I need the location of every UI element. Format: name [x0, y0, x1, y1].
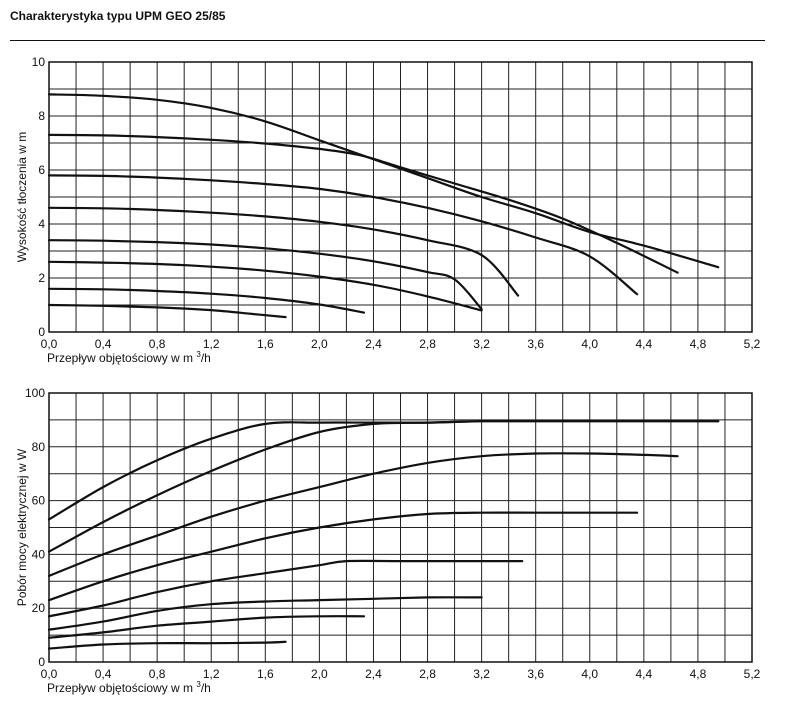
head-x-tick-label: 1,2	[203, 337, 220, 351]
power-x-tick-label: 0,4	[95, 667, 112, 681]
head-y-tick-label: 2	[38, 271, 45, 285]
head-x-tick-label: 4,0	[581, 337, 598, 351]
power-x-tick-label: 1,6	[257, 667, 274, 681]
power-plot-frame	[48, 392, 753, 663]
head-y-tick-label: 4	[38, 217, 45, 231]
head-curve-4	[47, 206, 520, 297]
power-curve-7	[47, 615, 366, 639]
power-y-tick-label: 20	[32, 601, 46, 615]
power-y-tick-label: 100	[25, 386, 45, 400]
head-y-tick-label: 0	[38, 325, 45, 339]
power-x-axis-title: Przepływ objętościowy w m 3/h	[47, 680, 211, 695]
head-curve-3	[47, 174, 639, 296]
head-x-tick-label: 2,4	[365, 337, 382, 351]
head-x-tick-label: 2,0	[311, 337, 328, 351]
head-x-tick-label: 3,2	[473, 337, 490, 351]
power-y-tick-label: 0	[38, 655, 45, 669]
power-curve-2	[47, 420, 720, 553]
power-x-tick-label: 1,2	[203, 667, 220, 681]
head-y-tick-label: 6	[38, 163, 45, 177]
head-y-axis-title: Wysokość tłoczenia w m	[15, 132, 29, 263]
head-plot-frame	[48, 61, 753, 333]
head-curve-6	[47, 260, 483, 312]
power-x-tick-label: 4,8	[690, 667, 707, 681]
power-curve-6	[47, 596, 483, 631]
head-y-tick-label: 10	[32, 55, 46, 69]
power-x-tick-label: 2,0	[311, 667, 328, 681]
chart-page-title: Charakterystyka typu UPM GEO 25/85	[10, 9, 226, 23]
power-curve-1	[47, 420, 720, 521]
power-curve-4	[47, 511, 639, 602]
head-y-tick-label: 8	[38, 109, 45, 123]
power-curve-3	[47, 452, 679, 577]
head-curve-8	[47, 303, 287, 319]
head-x-axis-title: Przepływ objętościowy w m 3/h	[47, 350, 211, 365]
head-x-tick-label: 5,2	[744, 337, 761, 351]
power-curve-5	[47, 559, 524, 618]
power-x-tick-label: 0,8	[149, 667, 166, 681]
power-y-tick-label: 60	[32, 494, 46, 508]
head-x-tick-label: 0,4	[95, 337, 112, 351]
head-curve-7	[47, 287, 366, 314]
power-x-tick-label: 5,2	[744, 667, 761, 681]
head-x-tick-label: 0,8	[149, 337, 166, 351]
head-x-tick-label: 1,6	[257, 337, 274, 351]
title-divider	[10, 40, 765, 41]
head-x-tick-label: 4,8	[690, 337, 707, 351]
head-x-tick-label: 0,0	[41, 337, 58, 351]
head-curve-2	[47, 133, 679, 274]
power-x-tick-label: 3,2	[473, 667, 490, 681]
power-curve-8	[47, 640, 287, 650]
power-x-tick-label: 4,0	[581, 667, 598, 681]
head-x-tick-label: 3,6	[527, 337, 544, 351]
power-y-tick-label: 40	[32, 547, 46, 561]
head-x-tick-label: 2,8	[419, 337, 436, 351]
power-x-tick-label: 2,8	[419, 667, 436, 681]
power-y-tick-label: 80	[32, 440, 46, 454]
head-x-tick-label: 4,4	[636, 337, 653, 351]
power-y-axis-title: Pobór mocy elektrycznej w W	[15, 448, 29, 606]
power-x-tick-label: 2,4	[365, 667, 382, 681]
power-x-tick-label: 3,6	[527, 667, 544, 681]
head-curve-5	[47, 239, 483, 311]
power-x-tick-label: 4,4	[636, 667, 653, 681]
power-x-tick-label: 0,0	[41, 667, 58, 681]
